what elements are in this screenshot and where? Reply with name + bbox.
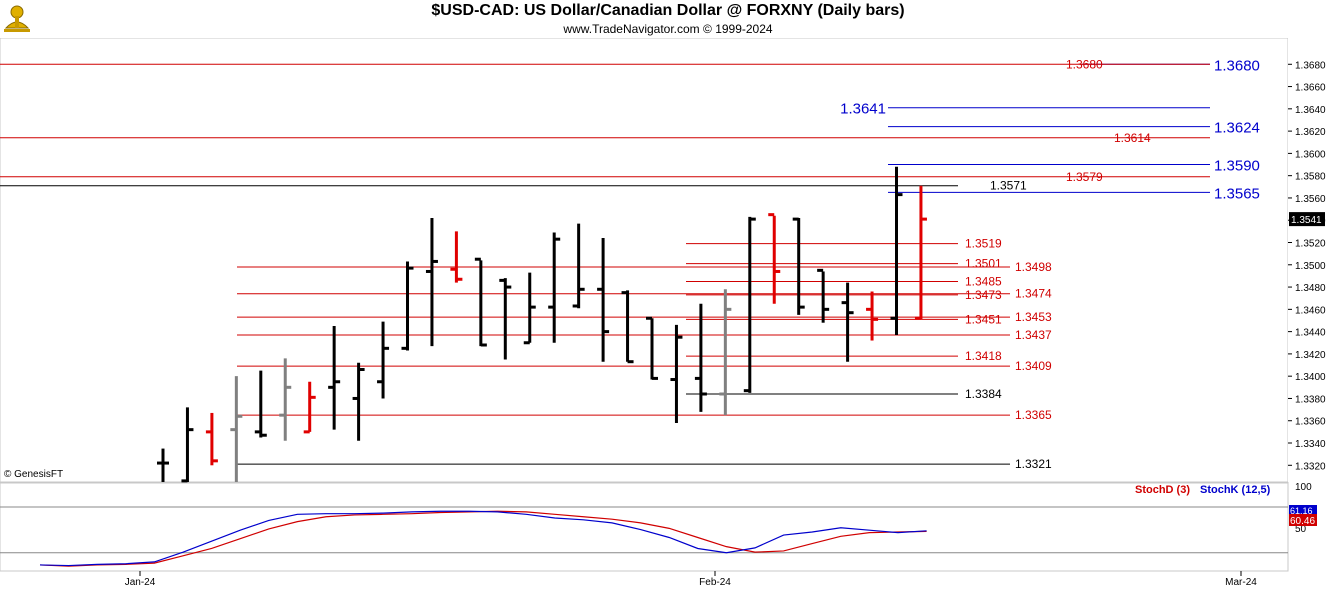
price-tick-label: 1.3460 (1295, 305, 1326, 316)
level-label: 1.3614 (1114, 131, 1151, 145)
stoch-legend-k: StochK (12,5) (1200, 484, 1271, 496)
level-label: 1.3365 (1015, 408, 1052, 422)
level-label: 1.3409 (1015, 359, 1052, 373)
level-label: 1.3498 (1015, 260, 1052, 274)
level-label: 1.3680 (1066, 57, 1103, 71)
price-tick-label: 1.3580 (1295, 172, 1326, 183)
price-tick-label: 1.3380 (1295, 394, 1326, 405)
level-label: 1.3384 (965, 387, 1002, 401)
level-label: 1.3565 (1214, 185, 1260, 202)
level-label: 1.3473 (965, 288, 1002, 302)
level-label: 1.3474 (1015, 287, 1052, 301)
level-label: 1.3418 (965, 349, 1002, 363)
price-tick-label: 1.3480 (1295, 283, 1326, 294)
last-price-label: 1.3541 (1291, 215, 1322, 226)
level-label: 1.3571 (990, 179, 1027, 193)
chart-title: $USD-CAD: US Dollar/Canadian Dollar @ FO… (431, 2, 905, 19)
price-tick-label: 1.3600 (1295, 149, 1326, 160)
level-label: 1.3321 (1015, 457, 1052, 471)
last-price-badge (1289, 212, 1325, 227)
price-tick-label: 1.3500 (1295, 261, 1326, 272)
stoch-d-value: 60.46 (1290, 516, 1315, 527)
stoch-line (39, 510, 927, 567)
trade-navigator-logo-icon (2, 2, 32, 34)
support-resistance-levels: 1.3680 1.3680 1.3641 1.3624 1.3614 1.3590 1.35… (0, 57, 1260, 471)
price-tick-label: 1.3520 (1295, 239, 1326, 250)
price-panel-frame (0, 37, 1289, 483)
price-tick-label: 1.3340 (1295, 439, 1326, 450)
level-label: 1.3680 (1214, 57, 1260, 74)
stoch-k-value: 61.16 (1290, 506, 1313, 516)
price-tick-label: 1.3560 (1295, 194, 1326, 205)
price-tick-label: 1.3360 (1295, 417, 1326, 428)
price-bars (157, 166, 927, 483)
price-tick-label: 1.3320 (1295, 461, 1326, 472)
stoch-legend-d: StochD (3) (1135, 484, 1190, 496)
price-tick-label: 1.3420 (1295, 350, 1326, 361)
watermark: © GenesisFT (4, 469, 64, 480)
price-tick-label: 1.3660 (1295, 83, 1326, 94)
level-label: 1.3453 (1015, 310, 1052, 324)
date-axis: Jan-24 Feb-24 Mar-24 (125, 571, 1257, 588)
level-label: 1.3451 (965, 312, 1002, 326)
chart-subtitle: www.TradeNavigator.com © 1999-2024 (563, 22, 773, 36)
stoch-d-badge (1289, 514, 1317, 526)
date-tick-label: Feb-24 (699, 577, 731, 588)
price-axis: 1.3680 1.3660 1.3640 1.3620 1.3600 1.3580 1.35… (1288, 60, 1326, 472)
level-label: 1.3437 (1015, 328, 1052, 342)
price-axis-area (1288, 38, 1336, 482)
level-label: 1.3485 (965, 274, 1002, 288)
level-label: 1.3641 (840, 101, 886, 118)
price-tick-label: 1.3640 (1295, 105, 1326, 116)
stoch-tick-label: 50 (1295, 524, 1307, 535)
level-label: 1.3590 (1214, 158, 1260, 175)
level-label: 1.3579 (1066, 170, 1103, 184)
price-tick-label: 1.3680 (1295, 60, 1326, 71)
level-label: 1.3519 (965, 237, 1002, 251)
stoch-panel-frame (0, 482, 1289, 572)
price-tick-label: 1.3400 (1295, 372, 1326, 383)
level-label: 1.3624 (1214, 120, 1260, 137)
stoch-tick-label: 100 (1295, 482, 1312, 493)
date-tick-label: Mar-24 (1225, 577, 1257, 588)
price-tick-label: 1.3440 (1295, 328, 1326, 339)
price-tick-label: 1.3620 (1295, 127, 1326, 138)
date-tick-label: Jan-24 (125, 577, 156, 588)
chart-header: $USD-CAD: US Dollar/Canadian Dollar @ FO… (0, 0, 1336, 38)
level-label: 1.3501 (965, 257, 1002, 271)
stoch-k-badge (1289, 505, 1317, 515)
